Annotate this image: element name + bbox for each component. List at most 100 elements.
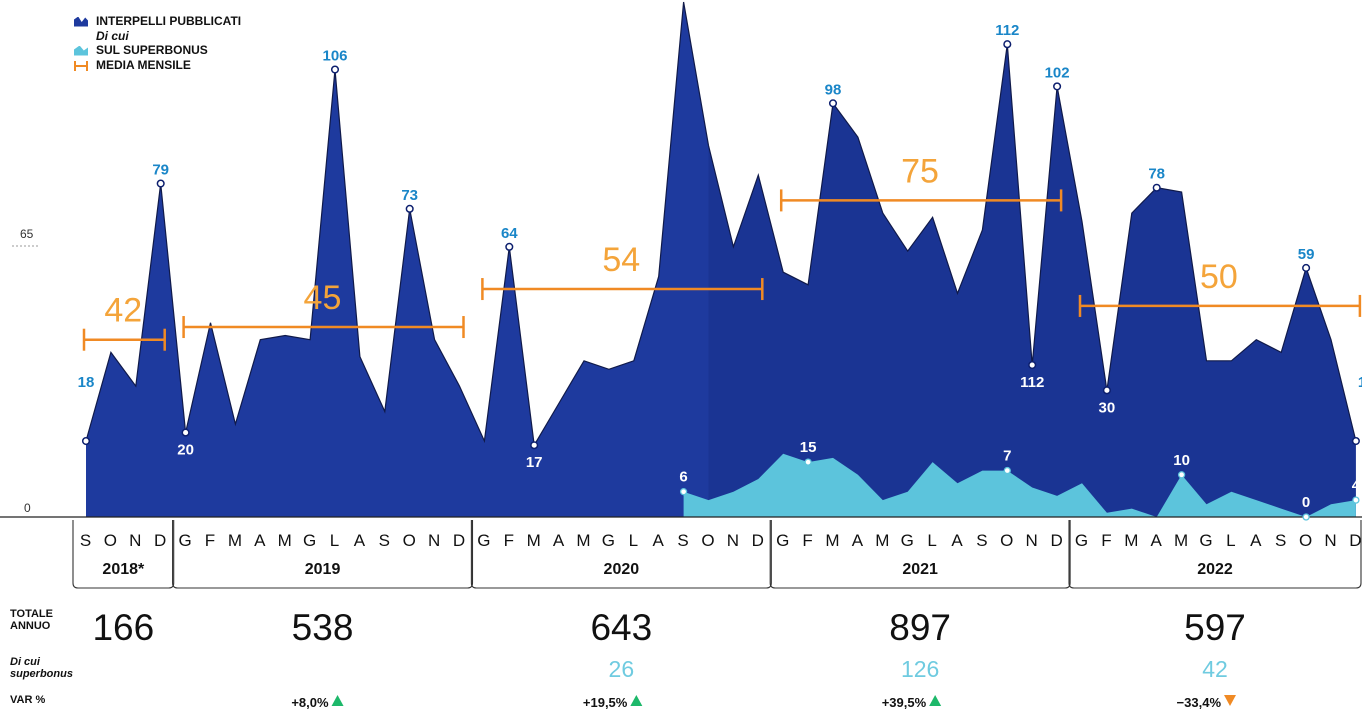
month-label-23: A: [653, 531, 665, 550]
month-label-4: G: [178, 531, 192, 550]
peak-marker-6: [530, 441, 539, 450]
totale-label-line-1: TOTALE: [10, 608, 53, 620]
month-label-33: G: [901, 531, 915, 550]
interpelli-swatch-icon: [74, 16, 88, 27]
legend-label-di-cui: Di cui: [96, 28, 129, 43]
year-label-1: 2019: [305, 561, 341, 578]
month-label-7: A: [254, 531, 266, 550]
annual-superbonus-4: 42: [1202, 656, 1228, 682]
month-label-14: N: [428, 531, 441, 550]
average-value-0: 42: [104, 292, 142, 330]
month-label-29: F: [802, 531, 813, 550]
month-label-39: D: [1050, 531, 1063, 550]
interpelli-area: [86, 2, 1356, 517]
month-label-2: N: [129, 531, 142, 550]
month-label-35: A: [951, 531, 963, 550]
month-label-48: S: [1275, 531, 1287, 550]
month-label-34: L: [927, 531, 937, 550]
month-label-16: G: [477, 531, 491, 550]
annual-superbonus-2: 26: [609, 656, 635, 682]
year-label-2: 2020: [604, 561, 640, 578]
annual-total-2: 643: [590, 607, 652, 648]
month-label-20: M: [576, 531, 591, 550]
month-label-21: G: [602, 531, 616, 550]
average-value-3: 75: [901, 152, 939, 190]
month-label-25: O: [701, 531, 715, 550]
data-label-2: 20: [177, 442, 194, 459]
peak-marker-10: [1053, 82, 1062, 91]
superbonus-marker-4: [1302, 513, 1310, 521]
legend-label-superbonus: SUL SUPERBONUS: [96, 43, 208, 57]
month-label-1: O: [104, 531, 118, 550]
year-label-0: 2018*: [102, 561, 145, 578]
month-label-5: F: [205, 531, 216, 550]
month-label-15: D: [453, 531, 466, 550]
month-label-18: M: [527, 531, 542, 550]
month-label-50: N: [1324, 531, 1337, 550]
data-label-3: 106: [322, 48, 347, 65]
month-label-19: A: [553, 531, 565, 550]
month-label-51: D: [1349, 531, 1362, 550]
month-label-49: O: [1299, 531, 1313, 550]
interpelli-area-2021-shade: [708, 44, 1356, 517]
data-label-14: 18: [1358, 374, 1362, 391]
y-tick-65: 65: [20, 227, 34, 241]
legend-item-interpelli: INTERPELLI PUBBLICATI: [74, 14, 241, 29]
superbonus-label-1: 15: [800, 439, 817, 456]
annual-total-4: 597: [1184, 607, 1246, 648]
peak-marker-13: [1302, 263, 1311, 272]
data-label-7: 98: [825, 81, 842, 98]
dicui-label: Di cui superbonus: [10, 656, 73, 680]
year-box-4: [1068, 520, 1362, 589]
peak-marker-4: [405, 204, 414, 213]
data-label-6: 17: [526, 454, 543, 471]
legend-label-media: MEDIA MENSILE: [96, 58, 191, 72]
data-label-5: 64: [501, 225, 518, 242]
month-label-0: S: [80, 531, 92, 550]
legend: INTERPELLI PUBBLICATI Di cui SUL SUPERBO…: [74, 14, 241, 73]
peak-marker-9: [1028, 360, 1037, 370]
peak-marker-2: [181, 428, 190, 437]
average-value-4: 50: [1200, 258, 1238, 296]
month-label-42: M: [1124, 531, 1139, 550]
month-label-3: D: [154, 531, 167, 550]
month-label-43: A: [1151, 531, 1163, 550]
month-label-12: S: [379, 531, 391, 550]
month-label-8: M: [278, 531, 293, 550]
var-label: VAR %: [10, 694, 46, 706]
data-label-0: 18: [78, 374, 95, 391]
superbonus-marker-1: [804, 458, 812, 466]
year-label-3: 2021: [902, 561, 938, 578]
legend-item-media: MEDIA MENSILE: [74, 58, 241, 73]
data-label-8: 112: [995, 22, 1019, 39]
dicui-label-line-2: superbonus: [10, 668, 73, 680]
peak-marker-5: [505, 242, 514, 251]
month-label-36: S: [976, 531, 988, 550]
legend-label-interpelli: INTERPELLI PUBBLICATI: [96, 14, 242, 28]
var-down-arrow-icon-4: [1224, 695, 1236, 706]
var-up-arrow-icon-1: [331, 695, 344, 706]
month-label-44: M: [1174, 531, 1189, 550]
var-up-arrow-icon-2: [630, 695, 643, 706]
month-label-31: A: [852, 531, 864, 550]
data-label-12: 78: [1148, 166, 1165, 183]
month-label-30: M: [825, 531, 840, 550]
month-label-11: A: [354, 531, 366, 550]
data-label-10: 102: [1045, 64, 1070, 81]
superbonus-marker-2: [1003, 466, 1011, 475]
superbonus-label-0: 6: [679, 469, 687, 486]
annual-var-3: +39,5%: [882, 695, 927, 710]
superbonus-marker-5: [1352, 496, 1360, 504]
annual-total-3: 897: [889, 607, 951, 648]
month-label-46: L: [1226, 531, 1236, 550]
totale-label-line-2: ANNUO: [10, 620, 51, 632]
superbonus-label-5: 4: [1352, 477, 1361, 494]
annual-superbonus-3: 126: [901, 656, 939, 682]
y-tick-0: 0: [24, 501, 31, 515]
interpelli-line: [85, 1, 1357, 448]
superbonus-label-3: 10: [1173, 452, 1190, 469]
month-label-22: L: [629, 531, 639, 550]
legend-item-superbonus: SUL SUPERBONUS: [74, 43, 241, 58]
month-label-28: G: [776, 531, 790, 550]
average-value-1: 45: [304, 279, 342, 317]
